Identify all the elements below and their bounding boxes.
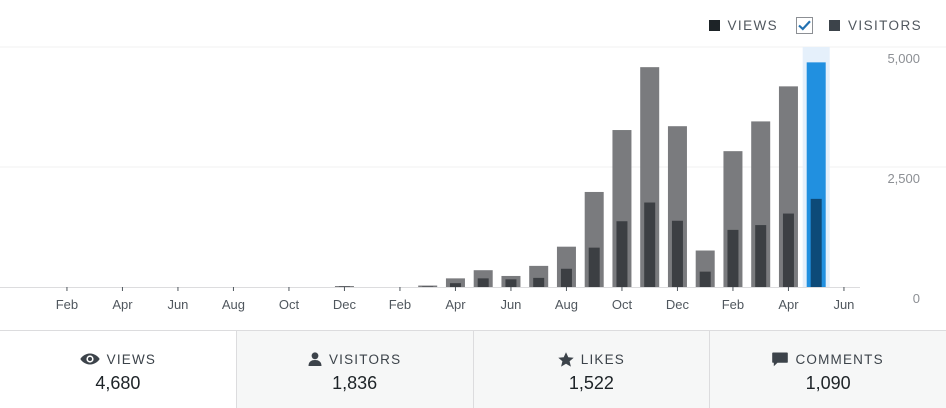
- comments-tab-label: COMMENTS: [795, 351, 884, 367]
- checkmark-icon: [798, 19, 811, 31]
- x-tick-label: Oct: [612, 297, 633, 312]
- visitors-bar: [560, 268, 572, 287]
- visitors-tab-label: VISITORS: [328, 351, 402, 367]
- x-tick-label: Apr: [778, 297, 799, 312]
- y-tick-label: 0: [913, 291, 920, 306]
- tab-comments[interactable]: COMMENTS 1,090: [710, 331, 946, 408]
- x-tick-label: Apr: [112, 297, 133, 312]
- x-tick-label: Aug: [222, 297, 245, 312]
- visitors-bar: [616, 221, 628, 287]
- views-swatch: [708, 19, 720, 31]
- visitors-bar: [477, 278, 489, 287]
- visitors-count: 1,836: [332, 372, 378, 393]
- tab-likes[interactable]: LIKES 1,522: [473, 331, 711, 408]
- visitors-bar: [755, 225, 767, 287]
- visitors-bar: [588, 247, 600, 287]
- visitors-bar: [449, 283, 461, 287]
- y-tick-label: 5,000: [887, 51, 920, 66]
- visitors-swatch: [829, 19, 841, 31]
- stats-chart: Feb Apr Jun Aug Oct Dec Feb Apr Jun Aug Oct Dec Feb A…: [0, 46, 946, 312]
- x-tick-label: Dec: [333, 297, 357, 312]
- views-tab-label: VIEWS: [106, 351, 157, 367]
- bar-chart: Feb Apr Jun Aug Oct Dec Feb Apr Jun Aug Oct Dec Feb A…: [0, 46, 946, 312]
- visitors-checkbox[interactable]: [796, 16, 814, 34]
- tab-views[interactable]: VIEWS 4,680: [0, 331, 237, 408]
- star-icon: [558, 351, 574, 367]
- views-bar: [445, 278, 465, 287]
- likes-count: 1,522: [568, 372, 614, 393]
- visitors-bar: [644, 202, 656, 287]
- x-tick-label: Aug: [555, 297, 578, 312]
- legend-views: VIEWS: [708, 17, 779, 33]
- legend-visitors[interactable]: VISITORS: [796, 16, 922, 34]
- x-tick-label: Jun: [167, 297, 188, 312]
- x-tick-label: Oct: [279, 297, 300, 312]
- likes-tab-label: LIKES: [580, 351, 626, 367]
- visitors-bar: [671, 220, 683, 287]
- person-icon: [308, 352, 322, 366]
- views-bar: [418, 285, 438, 287]
- visitors-bar: [810, 198, 822, 287]
- x-tick-label: Jun: [500, 297, 521, 312]
- visitors-bar: [782, 213, 794, 287]
- visitors-bar: [505, 279, 517, 287]
- x-tick-label: Feb: [722, 297, 744, 312]
- comment-icon: [772, 352, 789, 366]
- x-tick-label: Feb: [56, 297, 78, 312]
- y-tick-label: 2,500: [887, 171, 920, 186]
- legend-views-label: VIEWS: [727, 17, 779, 33]
- stats-tabs: VIEWS 4,680 VISITORS 1,836 LIKES 1,522 C…: [0, 330, 946, 408]
- visitors-bar: [727, 229, 739, 287]
- views-count: 4,680: [95, 372, 141, 393]
- x-tick-label: Dec: [666, 297, 690, 312]
- comments-count: 1,090: [805, 372, 851, 393]
- visitors-bar: [533, 277, 545, 287]
- eye-icon: [79, 353, 100, 365]
- chart-legend: VIEWS VISITORS: [708, 14, 922, 36]
- x-tick-label: Apr: [445, 297, 466, 312]
- legend-visitors-label: VISITORS: [848, 17, 922, 33]
- visitors-bar: [699, 271, 711, 287]
- tab-visitors[interactable]: VISITORS 1,836: [236, 331, 474, 408]
- x-tick-label: Feb: [389, 297, 411, 312]
- x-tick-label: Jun: [833, 297, 854, 312]
